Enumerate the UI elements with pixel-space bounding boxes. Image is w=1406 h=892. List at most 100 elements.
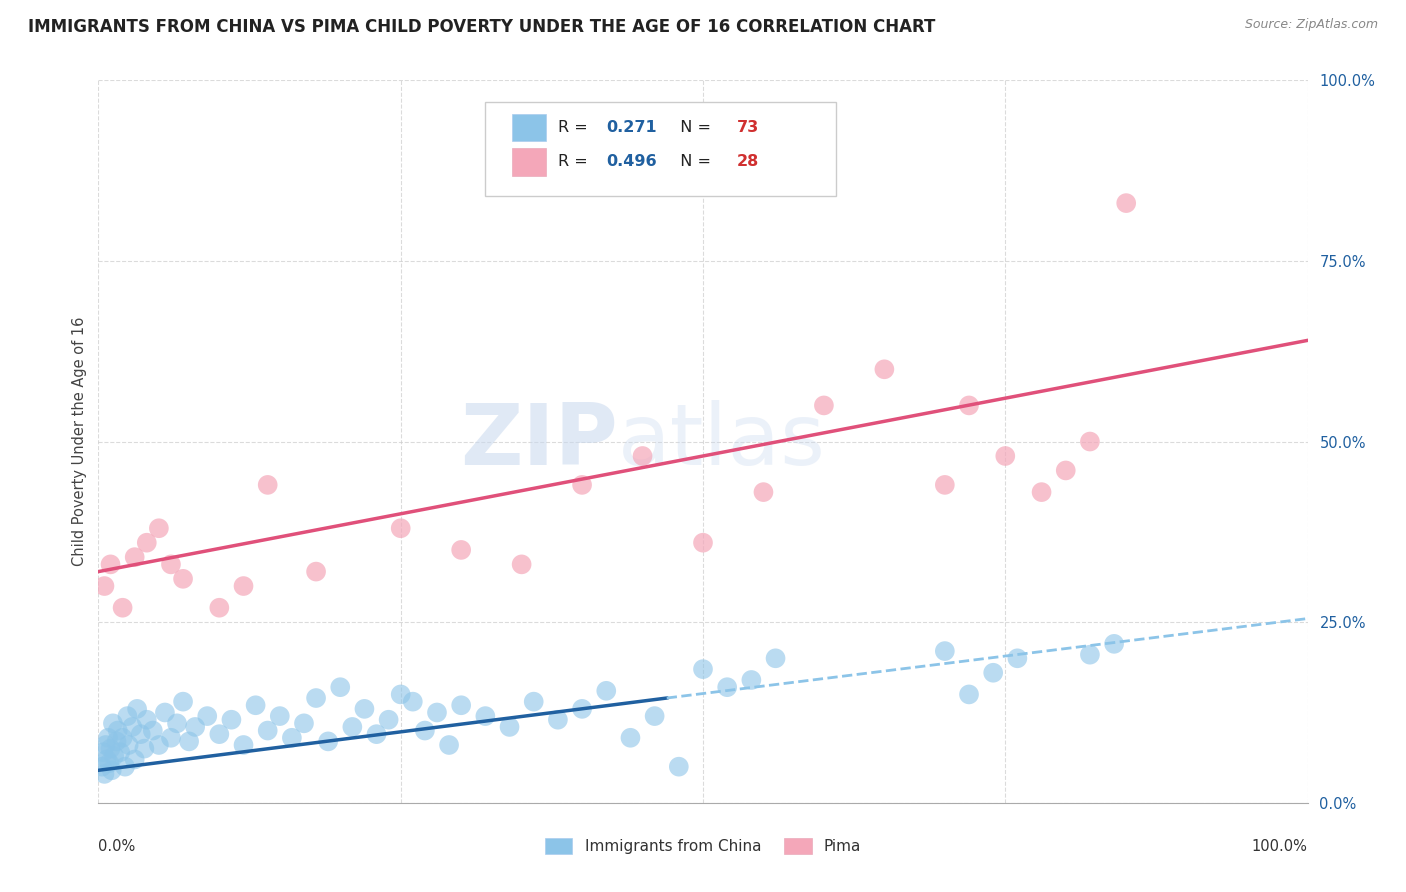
Point [96,752,118,766]
Point [179,734,201,748]
Bar [512,148,546,176]
Text: R =: R = [558,154,593,169]
Point [184,720,207,734]
Point [114,760,136,774]
Point [316,734,339,748]
Point [208,727,231,741]
Point [195,709,218,723]
Text: 100.0%: 100.0% [1251,838,1308,854]
Point [426,706,449,720]
Point [377,713,399,727]
Point [91,760,114,774]
Point [91,745,114,759]
Text: 0.0%: 0.0% [98,838,135,854]
Text: 0.271: 0.271 [606,120,657,135]
Point [124,752,146,766]
Point [413,723,436,738]
Point [245,698,267,713]
Point [342,720,364,734]
Point [135,713,157,727]
Point [1078,434,1101,449]
Bar [512,113,546,141]
Point [160,558,183,572]
Point [172,572,194,586]
Point [450,542,472,557]
Point [402,695,425,709]
Text: Source: ZipAtlas.com: Source: ZipAtlas.com [1244,18,1378,31]
Point [1031,485,1053,500]
Text: atlas: atlas [619,400,827,483]
Point [232,579,254,593]
Point [117,709,139,723]
FancyBboxPatch shape [485,102,837,196]
Point [389,687,412,701]
Point [221,713,243,727]
Point [208,600,231,615]
Point [692,535,714,549]
Point [1078,648,1101,662]
Point [510,558,533,572]
Point [752,485,775,500]
Point [172,695,194,709]
Point [474,709,496,723]
Text: IMMIGRANTS FROM CHINA VS PIMA CHILD POVERTY UNDER THE AGE OF 16 CORRELATION CHAR: IMMIGRANTS FROM CHINA VS PIMA CHILD POVE… [28,18,935,36]
Point [100,764,122,778]
Point [127,702,149,716]
Point [740,673,762,687]
Point [103,748,125,763]
Point [366,727,388,741]
Point [1115,196,1137,211]
Point [142,723,165,738]
Point [981,665,1004,680]
Point [100,558,122,572]
Point [644,709,666,723]
Point [97,731,120,745]
Point [111,600,134,615]
Text: 73: 73 [737,120,759,135]
Point [118,738,141,752]
Point [934,478,956,492]
Text: 28: 28 [737,154,759,169]
Point [571,478,593,492]
Point [873,362,896,376]
Point [281,731,304,745]
Point [105,734,128,748]
Point [292,716,315,731]
Point [101,716,124,731]
Text: N =: N = [671,154,717,169]
Point [256,723,278,738]
Point [111,731,134,745]
Text: ZIP: ZIP [461,400,619,483]
Point [957,687,980,701]
Point [668,760,690,774]
Text: N =: N = [671,120,717,135]
Point [994,449,1017,463]
Point [716,680,738,694]
Point [232,738,254,752]
Point [571,702,593,716]
Point [329,680,352,694]
Point [93,579,115,593]
Point [153,706,176,720]
Text: 0.496: 0.496 [606,154,657,169]
Point [108,745,131,759]
Point [100,741,122,756]
Point [498,720,520,734]
Point [305,565,328,579]
Point [269,709,291,723]
Point [148,738,170,752]
Point [93,767,115,781]
Point [692,662,714,676]
Point [166,716,188,731]
Point [148,521,170,535]
Point [160,731,183,745]
Point [619,731,641,745]
Point [523,695,546,709]
Point [94,738,117,752]
Point [765,651,787,665]
Point [134,741,156,756]
Point [121,720,143,734]
Point [389,521,412,535]
Point [135,535,157,549]
Point [305,691,328,706]
